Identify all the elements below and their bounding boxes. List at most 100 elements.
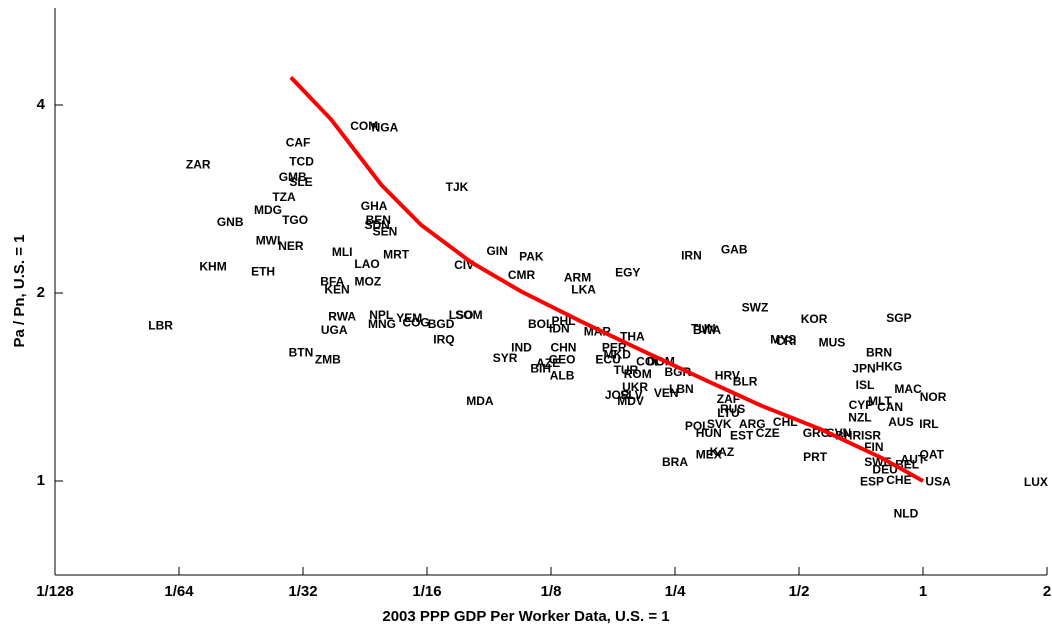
point-label: COM	[350, 119, 378, 133]
point-label: MWI	[256, 233, 281, 247]
point-label: LUX	[1024, 475, 1048, 489]
y-tick-label: 1	[37, 472, 45, 489]
point-label: ARG	[739, 417, 766, 431]
point-label: BOL	[528, 317, 553, 331]
point-label: KEN	[324, 282, 349, 296]
x-axis-label: 2003 PPP GDP Per Worker Data, U.S. = 1	[382, 608, 669, 625]
point-label: SLV	[620, 388, 642, 402]
point-label: PRT	[803, 450, 828, 464]
point-label: BRA	[662, 455, 688, 469]
point-label: SLE	[289, 175, 312, 189]
point-label: SGP	[886, 311, 911, 325]
point-label: HRV	[715, 369, 740, 383]
x-tick-label: 1/128	[36, 583, 74, 600]
point-label: MDA	[466, 394, 494, 408]
point-label: AUS	[888, 415, 913, 429]
x-tick-label: 1	[919, 583, 927, 600]
point-label: HUN	[696, 426, 722, 440]
point-label: KOR	[801, 312, 828, 326]
point-label: MRT	[383, 247, 410, 261]
point-label: UGA	[321, 323, 348, 337]
point-label: MYS	[770, 332, 796, 346]
point-label: MDG	[254, 203, 282, 217]
point-label: LBN	[669, 382, 694, 396]
x-tick-label: 1/4	[665, 583, 687, 600]
point-label: MEX	[696, 447, 722, 461]
point-label: TUN	[691, 321, 716, 335]
point-label: BTN	[289, 346, 314, 360]
point-label: AZE	[536, 356, 560, 370]
point-label: BWA	[693, 323, 721, 337]
point-label: NLD	[894, 506, 919, 520]
point-label: KHM	[199, 259, 226, 273]
y-tick-label: 4	[37, 96, 46, 113]
point-label: AUT	[901, 452, 926, 466]
point-label: ISR	[861, 428, 881, 442]
point-label: SWZ	[742, 301, 769, 315]
x-tick-label: 1/32	[288, 583, 317, 600]
x-tick-label: 2	[1043, 583, 1051, 600]
point-label: RWA	[328, 309, 356, 323]
point-label: NGA	[372, 121, 399, 135]
point-label: CAF	[286, 136, 311, 150]
point-label: MLI	[332, 245, 353, 259]
point-label: BLR	[733, 374, 758, 388]
point-label: GMB	[279, 170, 307, 184]
point-label: IRN	[681, 248, 702, 262]
point-label: KAZ	[710, 445, 735, 459]
y-axis-label: Pa / Pn, U.S. = 1	[11, 235, 28, 348]
point-label: CYP	[849, 398, 874, 412]
point-label: NER	[278, 239, 304, 253]
point-label: USA	[925, 474, 951, 488]
point-label: IND	[511, 341, 532, 355]
point-label: JPN	[852, 361, 875, 375]
point-label: ALB	[550, 369, 575, 383]
point-label: SDN	[364, 218, 389, 232]
point-label: EST	[730, 428, 754, 442]
point-label: QAT	[920, 447, 945, 461]
point-label: EGY	[615, 266, 640, 280]
point-label: THA	[620, 329, 645, 343]
point-label: POL	[685, 419, 710, 433]
point-label: IRQ	[433, 332, 454, 346]
point-label: IRL	[919, 417, 938, 431]
point-label: ZAR	[186, 158, 211, 172]
point-label: GEO	[549, 353, 576, 367]
point-label: TCD	[289, 154, 314, 168]
point-label: IDN	[549, 321, 570, 335]
point-label: BRN	[866, 346, 892, 360]
point-label: BFA	[320, 275, 344, 289]
point-label: RUS	[720, 402, 745, 416]
point-label: MOZ	[354, 275, 381, 289]
point-label: MKD	[604, 347, 632, 361]
x-tick-label: 1/64	[164, 583, 194, 600]
point-label: TGO	[282, 213, 308, 227]
point-label: SYR	[493, 351, 518, 365]
point-label: GAB	[721, 243, 748, 257]
point-label: CHE	[886, 473, 911, 487]
point-label: MAC	[894, 382, 922, 396]
point-label: BGD	[428, 317, 455, 331]
fit-line	[289, 75, 924, 483]
point-label: SEN	[373, 225, 398, 239]
point-label: TZA	[272, 190, 296, 204]
point-label: UKR	[622, 380, 648, 394]
point-label: TJK	[446, 180, 469, 194]
point-label: MDV	[617, 394, 644, 408]
point-label: SVK	[707, 417, 732, 431]
point-label: BEN	[366, 213, 391, 227]
point-label: NOR	[920, 390, 947, 404]
point-label: ESP	[860, 474, 884, 488]
point-label: VEN	[654, 386, 679, 400]
point-label: MLT	[868, 394, 892, 408]
point-label: ROM	[624, 367, 652, 381]
x-tick-label: 1/8	[541, 583, 562, 600]
point-label: NPL	[369, 308, 393, 322]
point-label: PAK	[519, 250, 544, 264]
point-label: LBR	[148, 318, 173, 332]
point-label: LAO	[354, 257, 379, 271]
point-label: PER	[602, 341, 627, 355]
point-label: CZE	[756, 426, 780, 440]
